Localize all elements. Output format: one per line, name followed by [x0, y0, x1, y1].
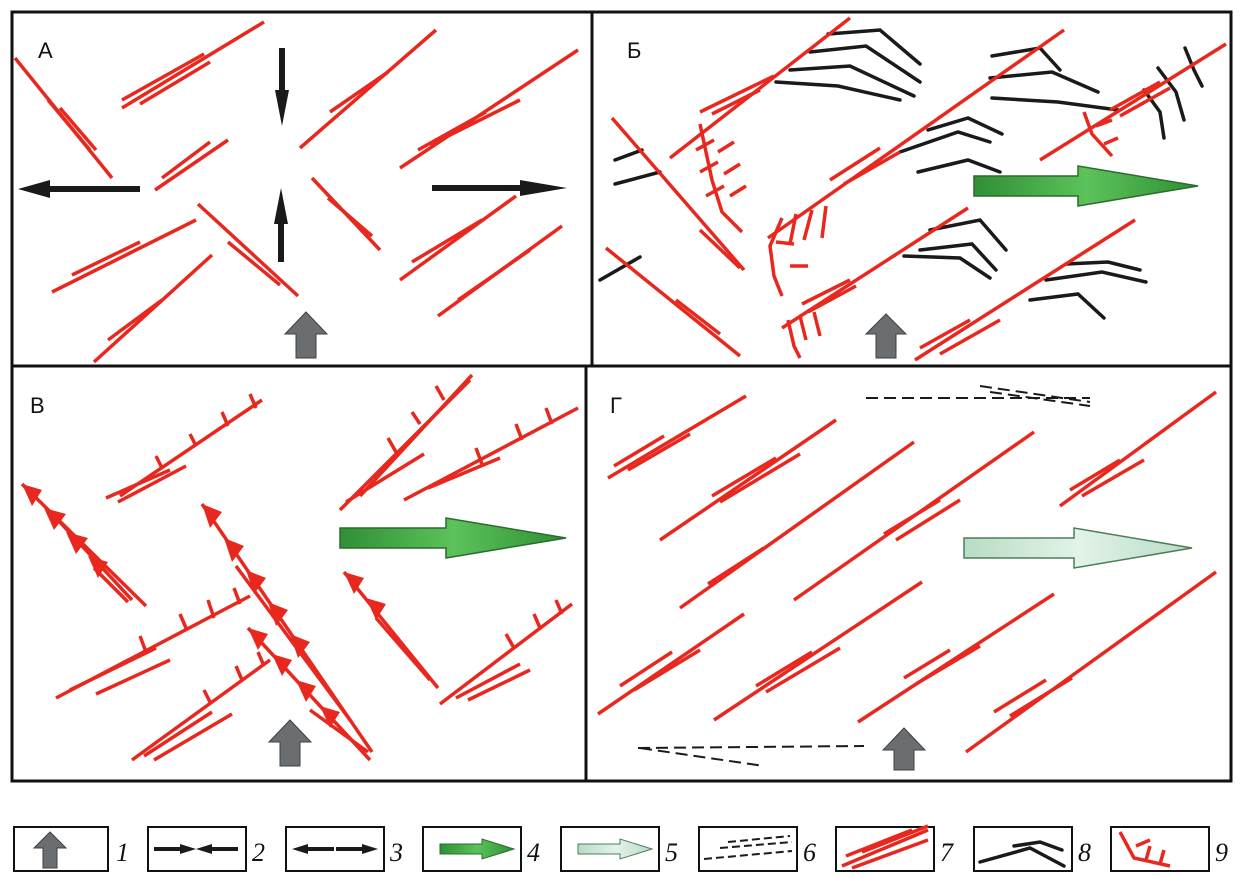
legend-number-2: 2	[252, 838, 265, 867]
panel-label-b: Б	[627, 38, 641, 63]
legend-number-5: 5	[665, 838, 678, 867]
ticked-fault-b4	[786, 319, 802, 359]
fault-lines-a	[13, 20, 579, 364]
pale-green-arrow-icon	[963, 527, 1193, 569]
gray-arrow-icon	[864, 313, 908, 359]
ticked-fault-b2	[768, 217, 784, 297]
dashed-lines-g	[637, 385, 1091, 767]
fault-lines-v	[20, 373, 579, 762]
legend-number-9: 9	[1215, 838, 1228, 867]
legend-number-4: 4	[527, 838, 540, 867]
legend-pale-green-arrow-icon	[577, 838, 654, 860]
panel-v	[20, 373, 579, 767]
main-frame	[10, 10, 1233, 783]
green-arrow-icon	[339, 517, 567, 559]
legend-ticked-fault-icon	[1118, 831, 1171, 868]
legend-dashed-lines-icon	[703, 835, 793, 860]
panel-b	[598, 16, 1227, 362]
fault-lines-b	[604, 16, 1227, 362]
panel-label-v: В	[30, 393, 45, 418]
ticked-fault-b3	[1082, 111, 1114, 158]
green-arrow-icon	[973, 165, 1199, 207]
arrow-down-icon	[275, 48, 289, 126]
ticked-fault-b1	[698, 123, 744, 234]
legend-en-echelon-faults-icon	[841, 824, 929, 870]
legend-number-3: 3	[389, 838, 403, 867]
panel-g	[597, 385, 1218, 771]
panel-label-a: А	[38, 38, 53, 63]
legend-black-curved-lines-icon	[978, 840, 1066, 868]
thrust-teeth-v	[22, 484, 386, 728]
legend-gray-arrow-icon	[32, 831, 68, 869]
legend-number-1: 1	[116, 838, 129, 867]
black-arrows-a	[18, 48, 567, 262]
panel-a	[13, 20, 579, 364]
gray-arrow-icon	[881, 727, 927, 771]
arrow-left-icon	[18, 180, 140, 198]
legend-diverging-arrows-icon	[292, 844, 378, 854]
legend-number-8: 8	[1078, 838, 1091, 867]
legend-number-7: 7	[940, 838, 954, 867]
gray-arrow-icon	[283, 311, 329, 359]
legend-number-6: 6	[803, 838, 816, 867]
fault-lines-g	[597, 390, 1218, 754]
gray-arrow-icon	[267, 719, 313, 767]
legend-green-arrow-icon	[439, 838, 516, 860]
legend: 1 2 3 4 5 6 7 8 9	[13, 824, 1228, 872]
black-lines-b	[598, 28, 1204, 320]
legend-converging-arrows-icon	[154, 844, 238, 854]
arrow-up-icon	[274, 188, 288, 262]
arrow-right-icon	[432, 180, 567, 196]
panel-label-g: Г	[610, 393, 622, 418]
